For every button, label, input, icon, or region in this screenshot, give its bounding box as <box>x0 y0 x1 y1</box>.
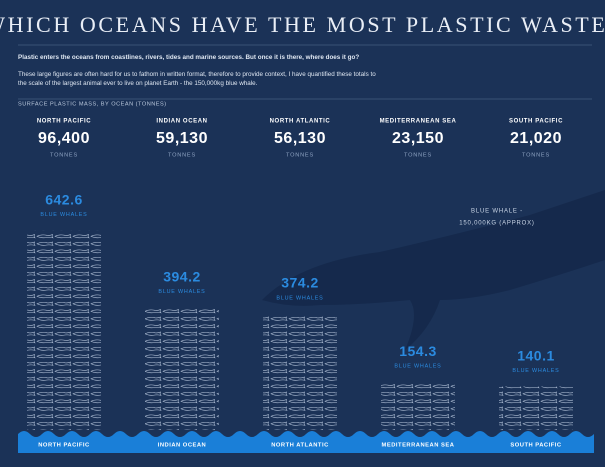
whale-unit: BLUE WHALES <box>512 368 559 374</box>
title: WHICH OCEANS HAVE THE MOST PLASTIC WASTE… <box>0 12 605 37</box>
subtitle: SURFACE PLASTIC MASS, BY OCEAN (TONNES) <box>18 101 167 107</box>
category-header: NORTH PACIFIC <box>37 119 91 125</box>
category-header: INDIAN OCEAN <box>156 119 207 125</box>
whale-column <box>381 382 455 430</box>
whale-count: 374.2 <box>281 275 319 291</box>
whale-count: 140.1 <box>517 347 555 363</box>
whale-count: 642.6 <box>45 191 83 207</box>
whale-column <box>263 313 337 430</box>
whale-unit: BLUE WHALES <box>158 289 205 295</box>
whale-count: 394.2 <box>163 269 201 285</box>
tonnes-value: 21,020 <box>510 130 562 147</box>
tonnes-value: 56,130 <box>274 130 326 147</box>
tonnes-unit: TONNES <box>522 152 550 158</box>
context: These large figures are often hard for u… <box>18 71 376 87</box>
category-header: MEDITERRANEAN SEA <box>380 119 457 125</box>
sea-band <box>18 431 594 453</box>
whale-silhouette <box>262 190 605 350</box>
whale-count: 154.3 <box>399 343 437 359</box>
annotation: BLUE WHALE - <box>471 209 523 215</box>
tonnes-value: 59,130 <box>156 130 208 147</box>
tonnes-value: 23,150 <box>392 130 444 147</box>
whale-unit: BLUE WHALES <box>394 364 441 370</box>
whale-column <box>27 230 101 430</box>
whale-unit: BLUE WHALES <box>40 212 87 218</box>
category-label: NORTH PACIFIC <box>38 443 90 449</box>
whale-column <box>145 307 219 430</box>
category-label: INDIAN OCEAN <box>158 443 207 449</box>
chart-area: NORTH PACIFIC 96,400 TONNES 642.6 BLUE WHALE… <box>27 119 573 449</box>
annotation: 150,000KG (APPROX) <box>459 221 534 227</box>
category-header: SOUTH PACIFIC <box>509 119 563 125</box>
category-header: NORTH ATLANTIC <box>270 119 331 125</box>
category-label: MEDITERRANEAN SEA <box>382 443 455 449</box>
tonnes-unit: TONNES <box>50 152 78 158</box>
intro: Plastic enters the oceans from coastline… <box>18 54 360 61</box>
tonnes-unit: TONNES <box>168 152 196 158</box>
category-label: NORTH ATLANTIC <box>271 443 329 449</box>
category-label: SOUTH PACIFIC <box>510 443 561 449</box>
tonnes-value: 96,400 <box>38 130 90 147</box>
tonnes-unit: TONNES <box>286 152 314 158</box>
whale-column <box>499 386 573 430</box>
whale-unit: BLUE WHALES <box>276 295 323 301</box>
tonnes-unit: TONNES <box>404 152 432 158</box>
